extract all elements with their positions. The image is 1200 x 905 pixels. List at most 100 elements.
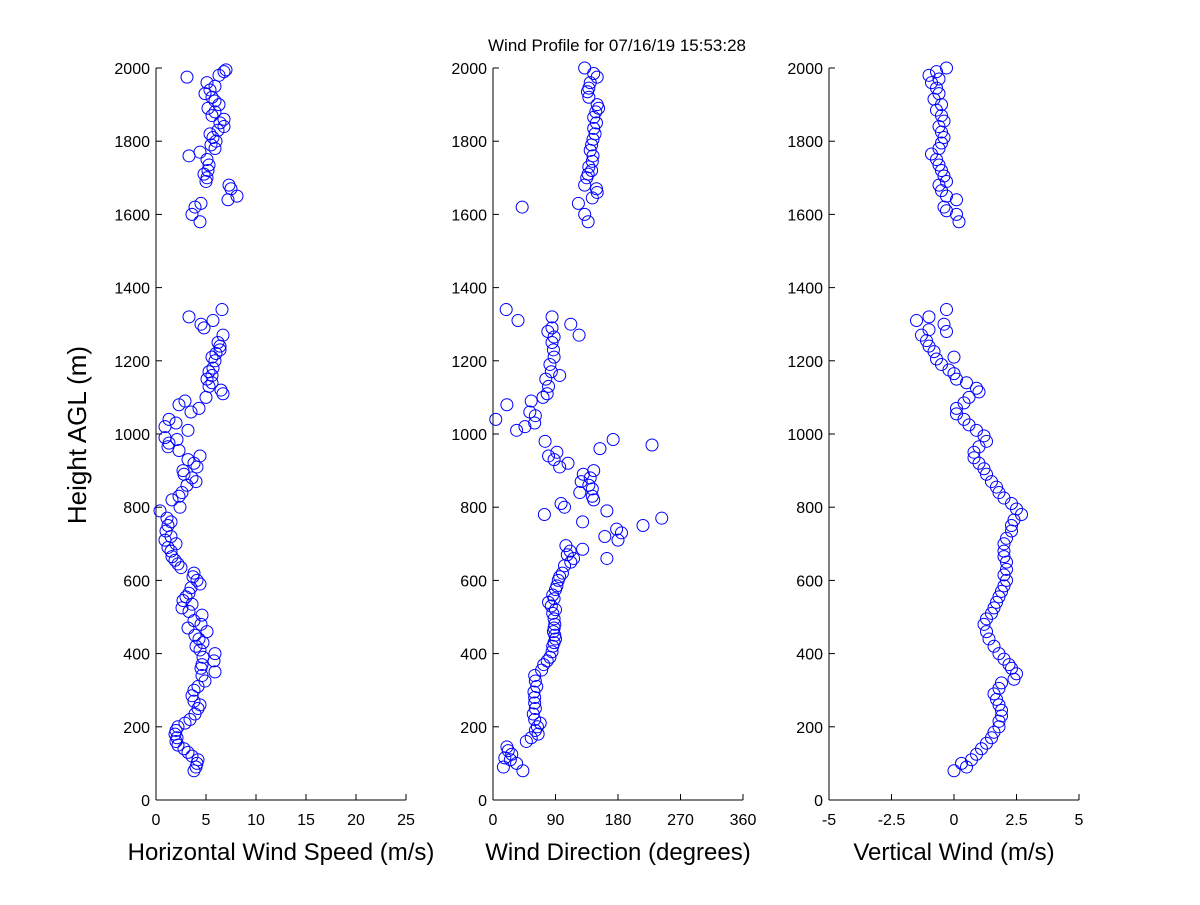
horizontal-wind-speed-y-tick-label: 2000 [114, 61, 150, 78]
vertical-wind-point [930, 65, 943, 79]
horizontal-wind-speed-point [165, 493, 179, 507]
horizontal-wind-speed-point [202, 379, 216, 393]
vertical-wind-y-tick-label: 1000 [787, 427, 823, 444]
horizontal-wind-speed-point [187, 566, 201, 580]
horizontal-wind-speed-point [208, 105, 222, 119]
vertical-wind-y-tick-label: 0 [814, 793, 823, 810]
wind-direction-point [528, 702, 542, 715]
horizontal-wind-speed-point [181, 423, 195, 437]
wind-direction-point [536, 390, 550, 404]
vertical-wind-point [980, 625, 993, 639]
horizontal-wind-speed-point [206, 314, 220, 328]
horizontal-wind-speed-point [199, 390, 213, 404]
horizontal-wind-speed-y-tick-label: 800 [123, 500, 150, 517]
vertical-wind-point [925, 76, 938, 90]
wind-direction-point [540, 387, 554, 401]
wind-direction-point [593, 442, 607, 456]
horizontal-wind-speed-x-tick-label: 5 [202, 812, 211, 829]
wind-direction-point [578, 61, 592, 75]
wind-direction-point [555, 566, 569, 580]
vertical-wind-point [922, 310, 936, 324]
horizontal-wind-speed-y-tick-label: 1400 [114, 281, 150, 298]
horizontal-wind-speed-point [208, 94, 222, 108]
horizontal-wind-speed-point [187, 614, 201, 628]
vertical-wind-point [972, 385, 986, 399]
wind-direction-point [589, 105, 603, 119]
horizontal-wind-speed-x-tick-label: 15 [297, 812, 315, 829]
vertical-wind-point [997, 544, 1011, 558]
horizontal-wind-speed-y-tick-label: 1600 [114, 207, 150, 224]
horizontal-wind-speed-point [213, 116, 227, 130]
horizontal-wind-speed-point [209, 346, 223, 360]
wind-direction-point [541, 325, 555, 339]
horizontal-wind-speed-point [224, 182, 238, 196]
vertical-wind-point [940, 325, 953, 339]
wind-direction-point [540, 654, 554, 668]
wind-direction-point [585, 482, 599, 496]
vertical-wind-point [995, 584, 1008, 598]
vertical-wind-y-tick-label: 1200 [787, 354, 823, 371]
horizontal-wind-speed-point [184, 405, 198, 419]
vertical-wind-point [1005, 661, 1018, 675]
wind-direction-point [655, 511, 669, 525]
horizontal-wind-speed-point [185, 207, 199, 221]
horizontal-wind-speed-point [200, 171, 214, 185]
wind-direction-point [581, 167, 595, 181]
wind-direction-point [542, 449, 556, 463]
wind-direction-point [528, 691, 542, 705]
wind-direction-point [511, 314, 525, 328]
vertical-wind-point [992, 681, 1006, 695]
horizontal-wind-speed-point [172, 489, 186, 503]
wind-direction-point [585, 489, 599, 503]
horizontal-wind-speed-point [216, 387, 230, 401]
horizontal-wind-speed-point [196, 650, 210, 664]
vertical-wind-point [980, 434, 993, 448]
wind-direction-point [558, 500, 572, 514]
horizontal-wind-speed-point [201, 101, 215, 115]
horizontal-wind-speed-point [182, 605, 196, 619]
horizontal-wind-speed-point [171, 720, 185, 734]
vertical-wind-y-tick-label: 1600 [787, 207, 823, 224]
wind-direction-point [545, 310, 559, 324]
horizontal-wind-speed-point [190, 573, 204, 587]
vertical-wind-point [985, 606, 998, 620]
horizontal-wind-speed-point [193, 643, 207, 657]
wind-direction-point [585, 163, 599, 177]
horizontal-wind-speed-point [214, 383, 228, 397]
horizontal-wind-speed-point [205, 90, 219, 104]
wind-direction-point [589, 182, 603, 196]
horizontal-wind-speed-point [213, 343, 227, 357]
wind-direction-point [590, 98, 604, 112]
vertical-wind-point [950, 193, 963, 207]
horizontal-wind-speed-point [170, 731, 184, 745]
horizontal-wind-speed-point [194, 196, 208, 210]
wind-direction-x-tick-label: 360 [730, 812, 757, 829]
vertical-wind-point [987, 639, 1001, 653]
horizontal-wind-speed-point [217, 120, 231, 134]
wind-direction-point [554, 497, 568, 511]
horizontal-wind-speed-point [196, 636, 210, 650]
wind-direction-point [526, 707, 540, 721]
wind-direction-x-label: Wind Direction (degrees) [485, 839, 750, 866]
wind-direction-point [598, 529, 612, 543]
horizontal-wind-speed-point [200, 625, 214, 639]
vertical-wind-point [1000, 573, 1013, 587]
wind-direction-point [528, 712, 542, 726]
vertical-wind-point [997, 537, 1011, 551]
horizontal-wind-speed-point [164, 515, 178, 529]
wind-direction-point [600, 551, 614, 565]
horizontal-wind-speed-y-tick-label: 400 [123, 647, 150, 664]
wind-direction-point [576, 515, 590, 529]
wind-direction-point [567, 551, 581, 565]
vertical-wind-point [932, 72, 946, 86]
wind-direction-point [564, 317, 578, 331]
wind-direction-y-tick-label: 800 [460, 500, 487, 517]
wind-direction-point [543, 357, 557, 371]
horizontal-wind-speed-point [185, 689, 199, 703]
horizontal-wind-speed-point [208, 354, 222, 368]
wind-direction-y-tick-label: 1200 [451, 354, 487, 371]
horizontal-wind-speed-point [181, 745, 195, 759]
horizontal-wind-speed-point [194, 317, 208, 331]
wind-direction-point [547, 350, 561, 364]
